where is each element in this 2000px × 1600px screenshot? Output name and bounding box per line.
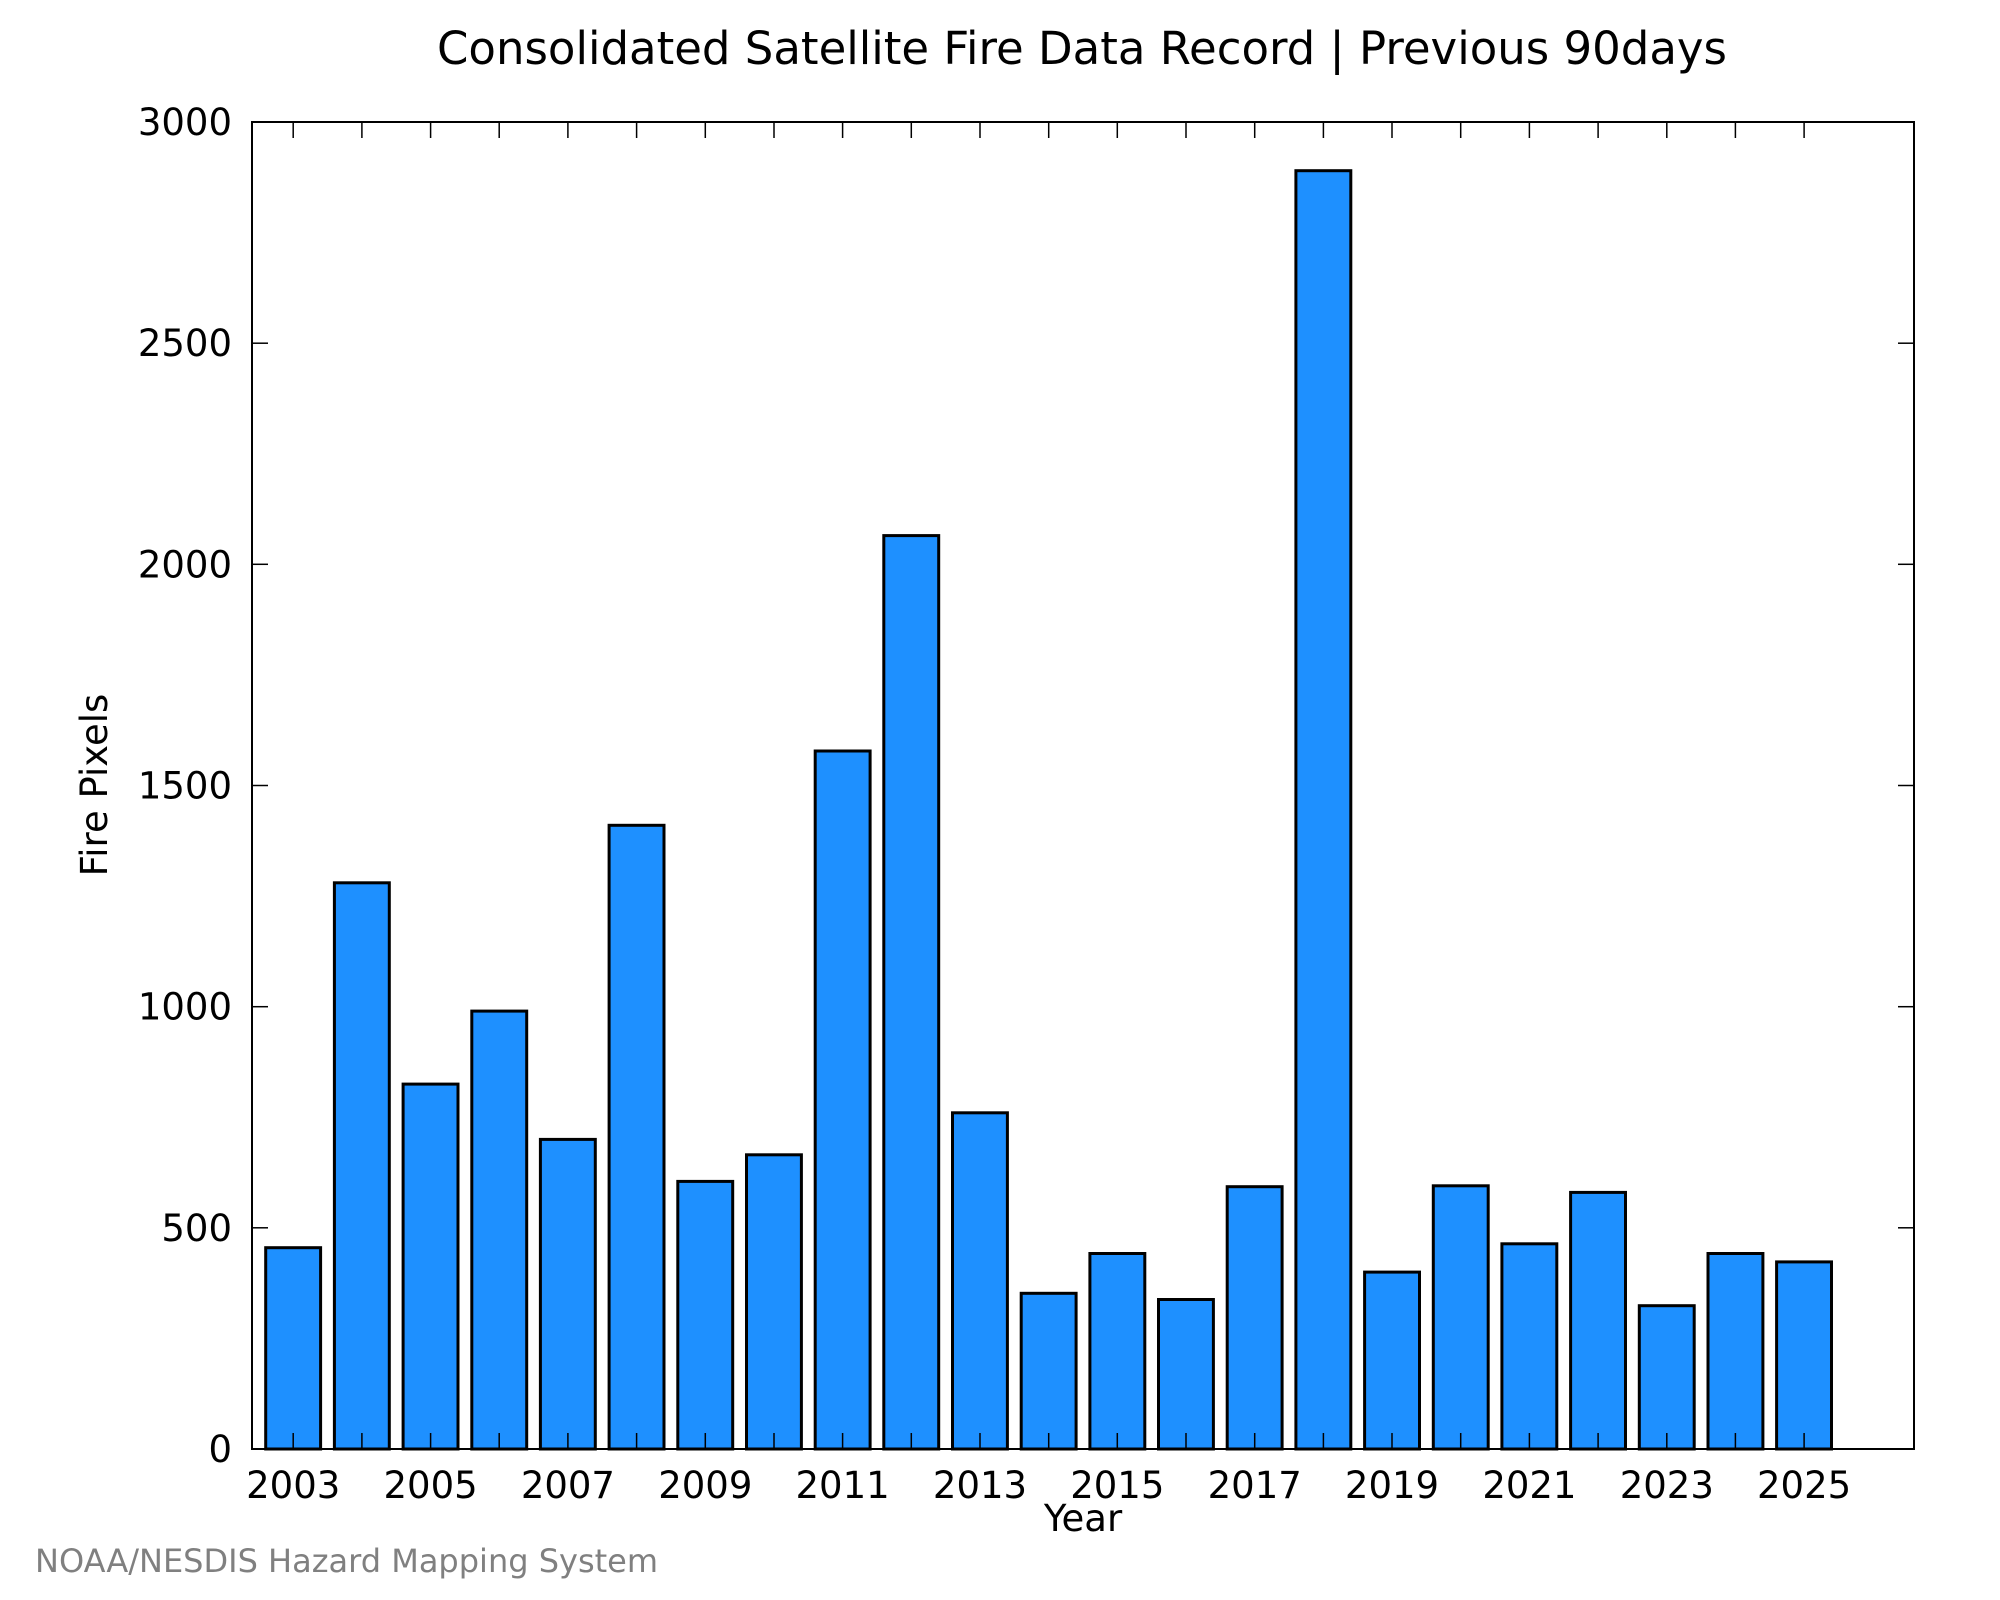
x-tick-label: 2005 — [384, 1464, 478, 1507]
bar-2020 — [1431, 1184, 1490, 1451]
y-tick-label: 2000 — [138, 543, 232, 586]
bar-2004 — [332, 881, 391, 1451]
bar-2007 — [538, 1137, 597, 1451]
plot-frame — [251, 121, 1915, 1450]
bar-2010 — [745, 1153, 803, 1451]
bar-2009 — [676, 1179, 735, 1451]
x-tick-label: 2023 — [1620, 1464, 1714, 1507]
bar-2011 — [813, 749, 872, 1451]
x-tick-label: 2015 — [1070, 1464, 1164, 1507]
bar-2021 — [1500, 1242, 1559, 1451]
source-credit: NOAA/NESDIS Hazard Mapping System — [35, 1542, 658, 1580]
bar-2005 — [401, 1082, 460, 1451]
bar-series — [264, 169, 1833, 1451]
bar-2003 — [264, 1246, 323, 1451]
bar-2006 — [470, 1009, 529, 1451]
chart-title: Consolidated Satellite Fire Data Record … — [437, 22, 1727, 75]
bar-2019 — [1363, 1270, 1421, 1451]
x-tick-labels: 2003 2005 2007 2009 2011 2013 2015 2017 2019 2021… — [246, 1464, 1851, 1507]
y-tick-label: 1500 — [138, 765, 232, 808]
x-tick-label: 2011 — [796, 1464, 890, 1507]
x-tick-label: 2019 — [1345, 1464, 1439, 1507]
bar-2014 — [1019, 1291, 1078, 1451]
bar-2017 — [1225, 1185, 1284, 1451]
bar-2018 — [1294, 169, 1353, 1451]
bar-2015 — [1088, 1252, 1147, 1451]
x-tick-label: 2021 — [1482, 1464, 1576, 1507]
bar-2008 — [607, 823, 666, 1451]
y-tick-label: 0 — [208, 1428, 232, 1471]
bar-2016 — [1157, 1298, 1215, 1451]
bar-2013 — [951, 1111, 1009, 1451]
x-tick-label: 2009 — [658, 1464, 752, 1507]
y-tick-labels: 0 500 1000 1500 2000 2500 3000 — [138, 101, 232, 1471]
bar-2025 — [1775, 1260, 1833, 1451]
x-tick-label: 2017 — [1208, 1464, 1302, 1507]
x-tick-label: 2007 — [521, 1464, 615, 1507]
x-tick-label: 2013 — [933, 1464, 1027, 1507]
x-tick-label: 2003 — [246, 1464, 340, 1507]
x-axis-label: Year — [1043, 1497, 1123, 1540]
y-tick-label: 500 — [161, 1207, 232, 1250]
bar-2022 — [1569, 1190, 1627, 1451]
bar-2024 — [1706, 1252, 1765, 1451]
y-tick-label: 2500 — [138, 322, 232, 365]
y-axis-label: Fire Pixels — [73, 694, 116, 877]
y-tick-label: 3000 — [138, 101, 232, 144]
bar-2023 — [1637, 1304, 1696, 1451]
bar-2012 — [882, 534, 941, 1451]
y-tick-label: 1000 — [138, 986, 232, 1029]
x-tick-label: 2025 — [1757, 1464, 1851, 1507]
